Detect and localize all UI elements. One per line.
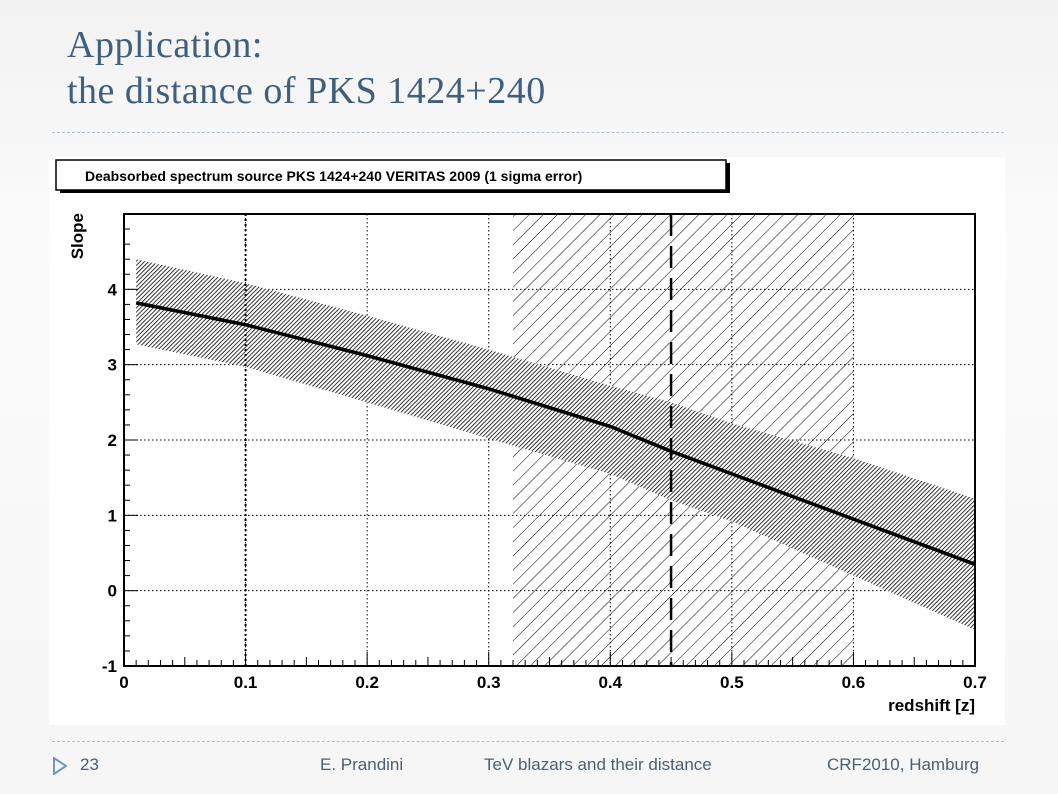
x-tick-label: 0.2 (355, 673, 379, 692)
chart-title-box: Deabsorbed spectrum source PKS 1424+240 … (55, 159, 730, 193)
chart-title: Deabsorbed spectrum source PKS 1424+240 … (85, 168, 582, 184)
x-tick-label: 0.4 (598, 673, 622, 692)
slope-line (135, 301, 976, 566)
footer-event: CRF2010, Hamburg (827, 755, 980, 774)
y-tick-label: -1 (102, 657, 117, 676)
y-tick-label: 2 (108, 431, 117, 450)
slide-title: Application: the distance of PKS 1424+24… (67, 22, 546, 114)
x-tick-label: 0 (119, 673, 128, 692)
triangle-right-icon (53, 757, 67, 775)
x-tick-label: 0.6 (842, 673, 866, 692)
y-tick-label: 3 (108, 356, 117, 375)
footer-divider (52, 741, 1004, 742)
y-tick-label: 0 (108, 582, 117, 601)
footer-talk-title: TeV blazars and their distance (484, 755, 712, 774)
slope-vs-redshift-chart: Deabsorbed spectrum source PKS 1424+240 … (55, 159, 987, 715)
slide-title-line-2: the distance of PKS 1424+240 (67, 70, 546, 112)
footer-page-number: 23 (80, 755, 99, 774)
slide-title-line-1: Application: (67, 24, 263, 66)
y-tick-label: 4 (108, 280, 118, 299)
redshift-markers (244, 214, 673, 666)
x-tick-label: 0.3 (477, 673, 501, 692)
title-divider (52, 132, 1004, 133)
y-axis-label: Slope (68, 213, 87, 259)
x-axis-label: redshift [z] (888, 696, 975, 715)
axis-ticks (123, 213, 976, 667)
chart-figure: Deabsorbed spectrum source PKS 1424+240 … (49, 157, 1005, 725)
footer-author: E. Prandini (320, 755, 404, 774)
x-tick-label: 0.1 (234, 673, 258, 692)
x-tick-label: 0.7 (963, 673, 987, 692)
slope-line-series (135, 301, 976, 566)
y-tick-label: 1 (108, 506, 117, 525)
x-tick-label: 0.5 (720, 673, 744, 692)
